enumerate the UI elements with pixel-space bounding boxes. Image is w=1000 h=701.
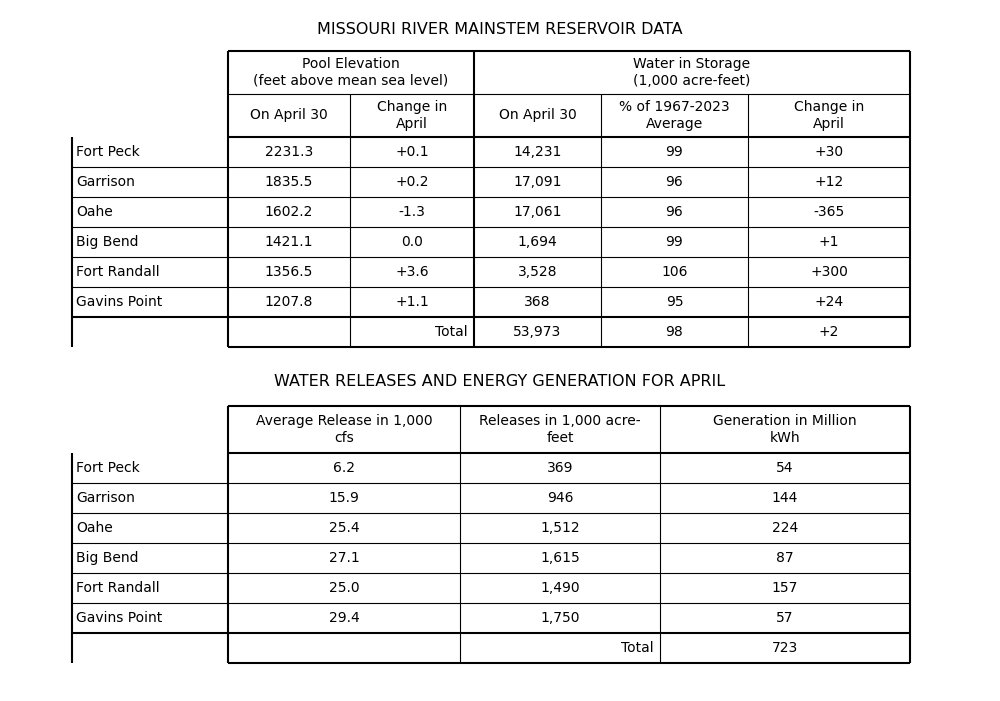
Text: 14,231: 14,231 — [513, 145, 562, 159]
Text: 1835.5: 1835.5 — [265, 175, 313, 189]
Text: 1,750: 1,750 — [540, 611, 580, 625]
Text: 95: 95 — [666, 295, 683, 309]
Text: Total: Total — [435, 325, 468, 339]
Text: Releases in 1,000 acre-
feet: Releases in 1,000 acre- feet — [479, 414, 641, 444]
Text: 6.2: 6.2 — [333, 461, 355, 475]
Text: 3,528: 3,528 — [518, 265, 557, 279]
Text: % of 1967-2023
Average: % of 1967-2023 Average — [619, 100, 730, 130]
Text: Total: Total — [621, 641, 654, 655]
Text: 54: 54 — [776, 461, 794, 475]
Text: +0.2: +0.2 — [395, 175, 429, 189]
Text: 29.4: 29.4 — [329, 611, 359, 625]
Text: 368: 368 — [524, 295, 551, 309]
Text: 1207.8: 1207.8 — [265, 295, 313, 309]
Text: Gavins Point: Gavins Point — [76, 611, 162, 625]
Text: 144: 144 — [772, 491, 798, 505]
Text: 96: 96 — [666, 175, 683, 189]
Text: +24: +24 — [814, 295, 844, 309]
Text: +2: +2 — [819, 325, 839, 339]
Text: Big Bend: Big Bend — [76, 235, 138, 249]
Text: 1,615: 1,615 — [540, 551, 580, 565]
Text: MISSOURI RIVER MAINSTEM RESERVOIR DATA: MISSOURI RIVER MAINSTEM RESERVOIR DATA — [317, 22, 683, 37]
Text: On April 30: On April 30 — [250, 109, 328, 123]
Text: WATER RELEASES AND ENERGY GENERATION FOR APRIL: WATER RELEASES AND ENERGY GENERATION FOR… — [274, 374, 726, 388]
Text: +0.1: +0.1 — [395, 145, 429, 159]
Text: Pool Elevation
(feet above mean sea level): Pool Elevation (feet above mean sea leve… — [253, 57, 449, 88]
Text: On April 30: On April 30 — [499, 109, 576, 123]
Text: 99: 99 — [666, 145, 683, 159]
Text: +300: +300 — [810, 265, 848, 279]
Text: 96: 96 — [666, 205, 683, 219]
Text: 25.0: 25.0 — [329, 581, 359, 595]
Text: Average Release in 1,000
cfs: Average Release in 1,000 cfs — [256, 414, 432, 444]
Text: +12: +12 — [814, 175, 844, 189]
Text: Water in Storage
(1,000 acre-feet): Water in Storage (1,000 acre-feet) — [633, 57, 751, 88]
Text: Fort Peck: Fort Peck — [76, 461, 140, 475]
Text: 17,091: 17,091 — [513, 175, 562, 189]
Text: -365: -365 — [813, 205, 845, 219]
Text: 1421.1: 1421.1 — [265, 235, 313, 249]
Text: +1.1: +1.1 — [395, 295, 429, 309]
Text: 1602.2: 1602.2 — [265, 205, 313, 219]
Text: Change in
April: Change in April — [377, 100, 447, 130]
Text: 15.9: 15.9 — [329, 491, 359, 505]
Text: 106: 106 — [661, 265, 688, 279]
Text: +3.6: +3.6 — [395, 265, 429, 279]
Text: Generation in Million
kWh: Generation in Million kWh — [713, 414, 857, 444]
Text: 946: 946 — [547, 491, 573, 505]
Text: Fort Randall: Fort Randall — [76, 265, 160, 279]
Text: Oahe: Oahe — [76, 521, 113, 535]
Text: 99: 99 — [666, 235, 683, 249]
Text: 1356.5: 1356.5 — [265, 265, 313, 279]
Text: 1,694: 1,694 — [518, 235, 557, 249]
Text: Fort Randall: Fort Randall — [76, 581, 160, 595]
Text: Gavins Point: Gavins Point — [76, 295, 162, 309]
Text: +30: +30 — [814, 145, 844, 159]
Text: 723: 723 — [772, 641, 798, 655]
Text: 87: 87 — [776, 551, 794, 565]
Text: Garrison: Garrison — [76, 175, 135, 189]
Text: Big Bend: Big Bend — [76, 551, 138, 565]
Text: 53,973: 53,973 — [513, 325, 562, 339]
Text: 369: 369 — [547, 461, 573, 475]
Text: 25.4: 25.4 — [329, 521, 359, 535]
Text: 27.1: 27.1 — [329, 551, 359, 565]
Text: +1: +1 — [819, 235, 839, 249]
Text: Garrison: Garrison — [76, 491, 135, 505]
Text: 17,061: 17,061 — [513, 205, 562, 219]
Text: 157: 157 — [772, 581, 798, 595]
Text: 57: 57 — [776, 611, 794, 625]
Text: Fort Peck: Fort Peck — [76, 145, 140, 159]
Text: 2231.3: 2231.3 — [265, 145, 313, 159]
Text: Change in
April: Change in April — [794, 100, 864, 130]
Text: 224: 224 — [772, 521, 798, 535]
Text: 1,512: 1,512 — [540, 521, 580, 535]
Text: 0.0: 0.0 — [401, 235, 423, 249]
Text: -1.3: -1.3 — [399, 205, 425, 219]
Text: 98: 98 — [666, 325, 683, 339]
Text: Oahe: Oahe — [76, 205, 113, 219]
Text: 1,490: 1,490 — [540, 581, 580, 595]
